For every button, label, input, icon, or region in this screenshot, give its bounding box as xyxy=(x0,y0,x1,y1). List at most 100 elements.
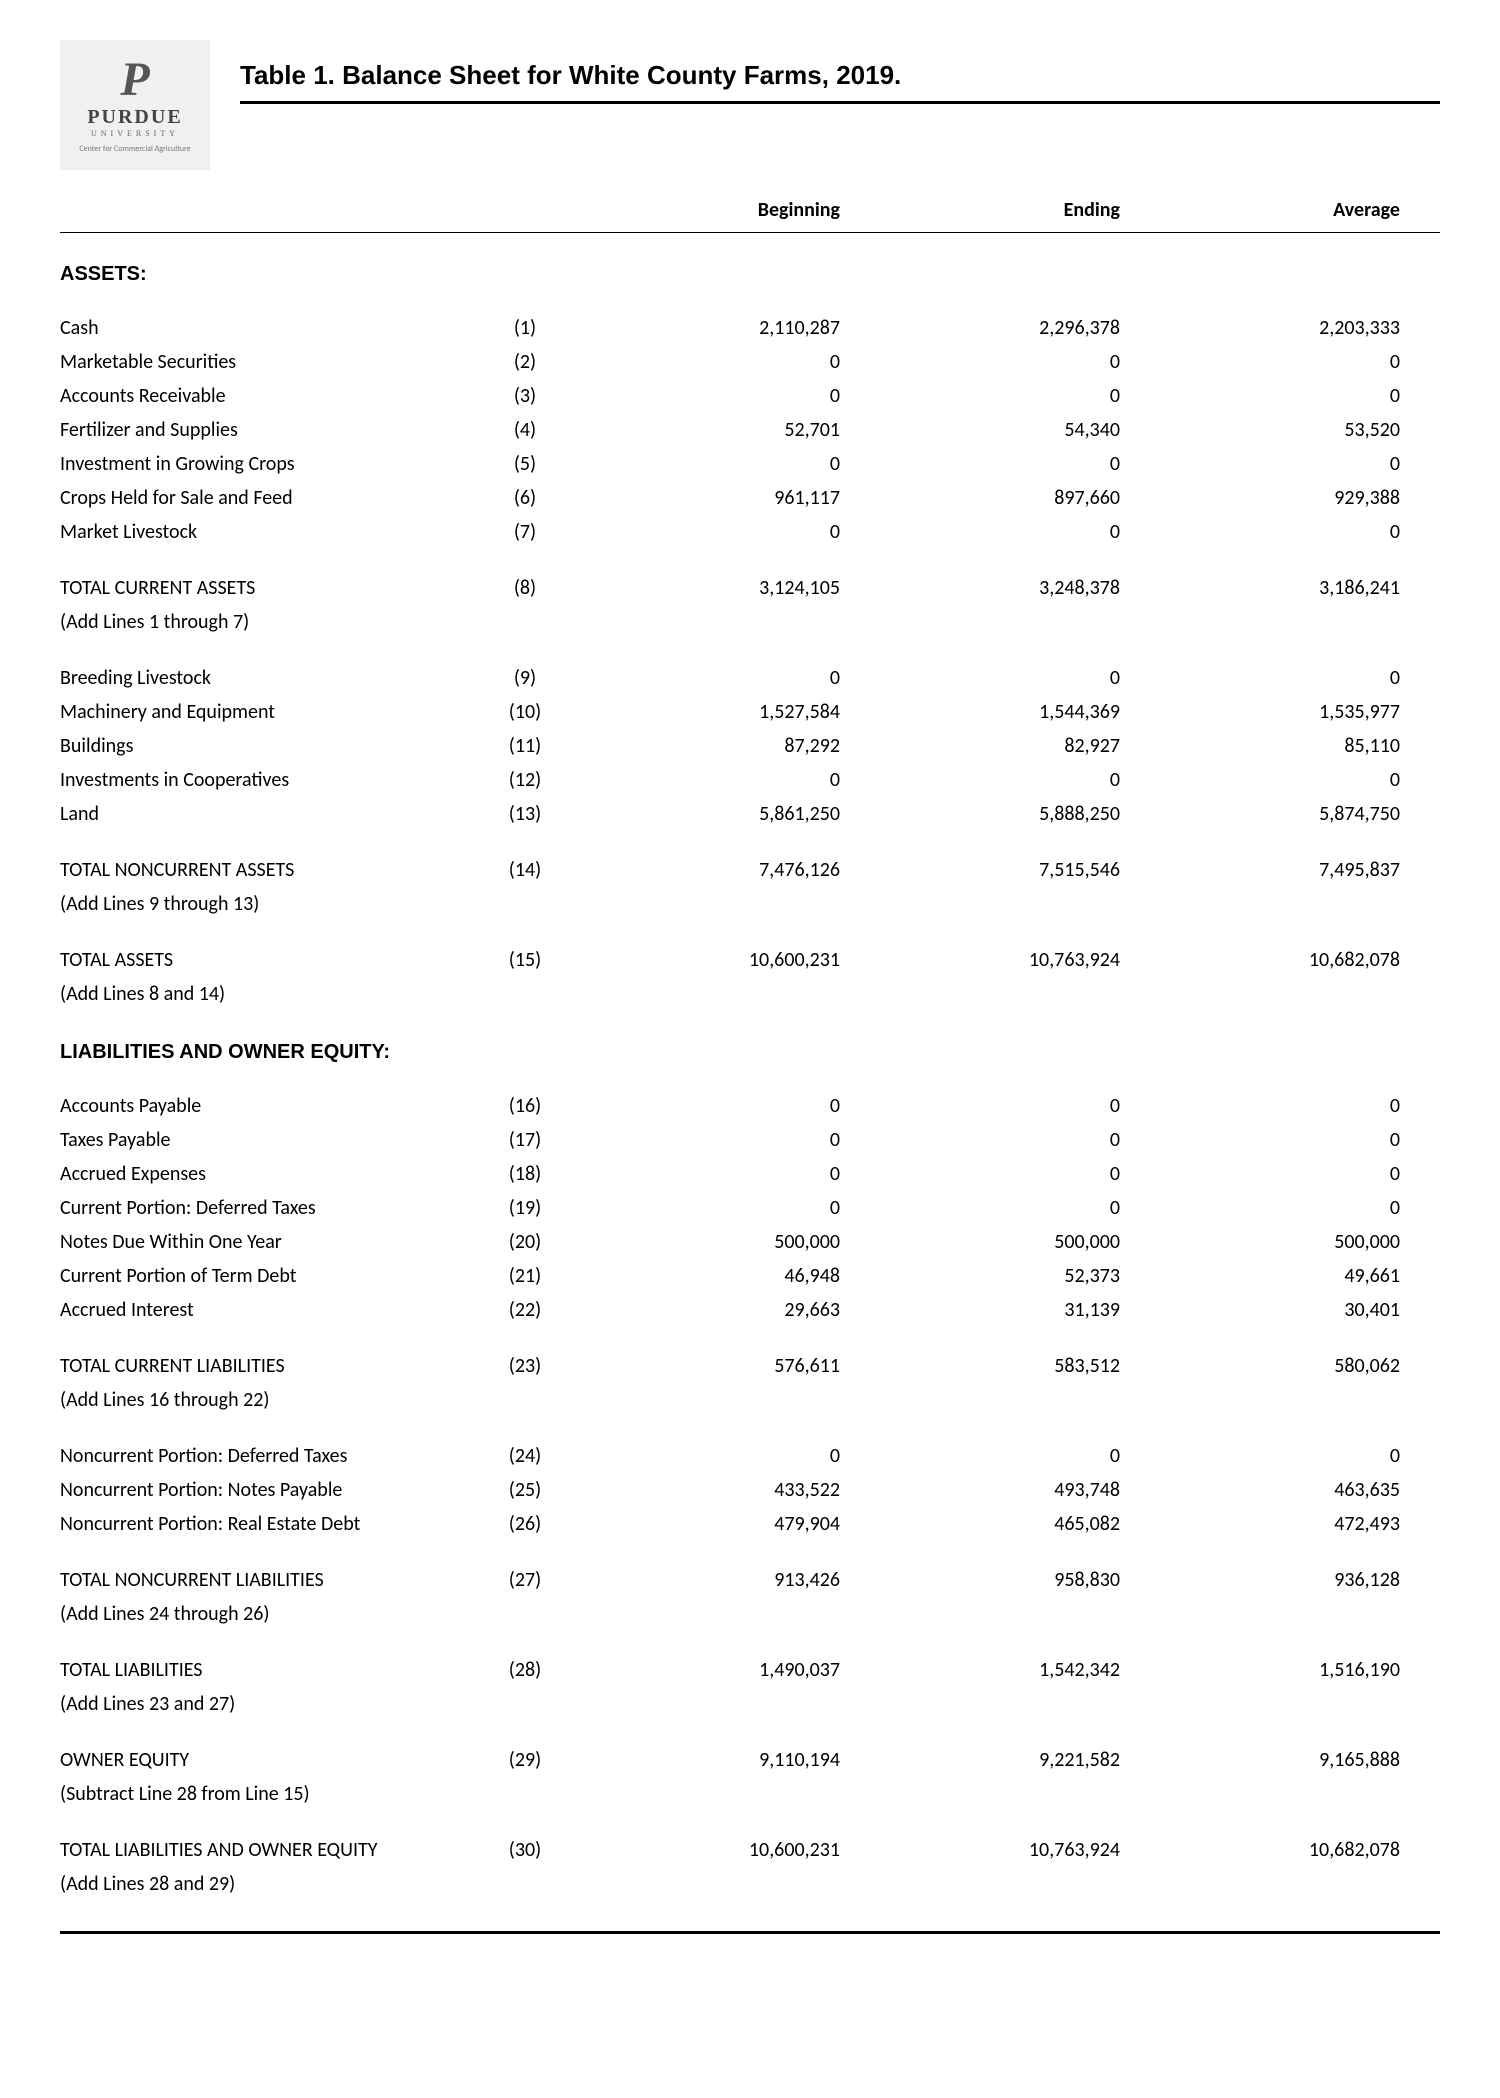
cell-label: Noncurrent Portion: Deferred Taxes xyxy=(60,1439,480,1473)
cell-beginning: 961,117 xyxy=(570,481,850,515)
cell-label: TOTAL LIABILITIES xyxy=(60,1653,480,1687)
cell-num: (16) xyxy=(480,1089,570,1123)
cell-num: (30) xyxy=(480,1833,570,1867)
cell-average: 10,682,078 xyxy=(1130,943,1410,977)
cell-ending: 493,748 xyxy=(850,1473,1130,1507)
cell-ending: 54,340 xyxy=(850,413,1130,447)
header-average: Average xyxy=(1130,198,1410,222)
row-accrued-expenses: Accrued Expenses(18)000 xyxy=(60,1157,1440,1191)
cell-average: 3,186,241 xyxy=(1130,571,1410,605)
cell-num: (17) xyxy=(480,1123,570,1157)
cell-num: (4) xyxy=(480,413,570,447)
cell-ending: 0 xyxy=(850,345,1130,379)
row-total-noncurrent-assets-note: (Add Lines 9 through 13) xyxy=(60,887,1440,921)
row-total-current-assets-note: (Add Lines 1 through 7) xyxy=(60,605,1440,639)
row-breeding-livestock: Breeding Livestock(9)000 xyxy=(60,661,1440,695)
row-total-noncurrent-liabilities-note: (Add Lines 24 through 26) xyxy=(60,1597,1440,1631)
cell-beginning: 913,426 xyxy=(570,1563,850,1597)
cell-ending: 82,927 xyxy=(850,729,1130,763)
row-total-current-assets: TOTAL CURRENT ASSETS(8)3,124,1053,248,37… xyxy=(60,571,1440,605)
row-buildings: Buildings(11)87,29282,92785,110 xyxy=(60,729,1440,763)
cell-num: (10) xyxy=(480,695,570,729)
cell-ending: 7,515,546 xyxy=(850,853,1130,887)
row-current-term-debt: Current Portion of Term Debt(21)46,94852… xyxy=(60,1259,1440,1293)
cell-num: (7) xyxy=(480,515,570,549)
cell-num: (11) xyxy=(480,729,570,763)
row-investments-cooperatives: Investments in Cooperatives(12)000 xyxy=(60,763,1440,797)
cell-num: (26) xyxy=(480,1507,570,1541)
cell-average: 1,535,977 xyxy=(1130,695,1410,729)
cell-num: (15) xyxy=(480,943,570,977)
header-blank xyxy=(60,198,480,222)
cell-beginning: 87,292 xyxy=(570,729,850,763)
cell-num: (3) xyxy=(480,379,570,413)
cell-num: (24) xyxy=(480,1439,570,1473)
cell-num: (18) xyxy=(480,1157,570,1191)
logo-university: UNIVERSITY xyxy=(91,129,179,138)
cell-average: 929,388 xyxy=(1130,481,1410,515)
cell-ending: 31,139 xyxy=(850,1293,1130,1327)
logo-name: PURDUE xyxy=(87,106,182,129)
cell-num: (13) xyxy=(480,797,570,831)
cell-ending: 2,296,378 xyxy=(850,311,1130,345)
cell-label: Breeding Livestock xyxy=(60,661,480,695)
cell-label: Market Livestock xyxy=(60,515,480,549)
row-total-assets: TOTAL ASSETS(15)10,600,23110,763,92410,6… xyxy=(60,943,1440,977)
cell-beginning: 0 xyxy=(570,763,850,797)
cell-average: 0 xyxy=(1130,661,1410,695)
cell-ending: 0 xyxy=(850,661,1130,695)
cell-average: 0 xyxy=(1130,1191,1410,1225)
cell-label: Accrued Interest xyxy=(60,1293,480,1327)
row-total-noncurrent-assets: TOTAL NONCURRENT ASSETS(14)7,476,1267,51… xyxy=(60,853,1440,887)
cell-ending: 0 xyxy=(850,1089,1130,1123)
cell-beginning: 9,110,194 xyxy=(570,1743,850,1777)
cell-label: Noncurrent Portion: Real Estate Debt xyxy=(60,1507,480,1541)
cell-label: Machinery and Equipment xyxy=(60,695,480,729)
cell-num: (14) xyxy=(480,853,570,887)
cell-label: OWNER EQUITY xyxy=(60,1743,480,1777)
cell-beginning: 500,000 xyxy=(570,1225,850,1259)
row-current-deferred-taxes: Current Portion: Deferred Taxes(19)000 xyxy=(60,1191,1440,1225)
cell-average: 463,635 xyxy=(1130,1473,1410,1507)
row-noncurrent-notes-payable: Noncurrent Portion: Notes Payable(25)433… xyxy=(60,1473,1440,1507)
column-headers: Beginning Ending Average xyxy=(60,180,1440,233)
logo-center: Center for Commercial Agriculture xyxy=(79,144,190,154)
cell-average: 85,110 xyxy=(1130,729,1410,763)
cell-num: (1) xyxy=(480,311,570,345)
cell-ending: 0 xyxy=(850,1191,1130,1225)
cell-num: (19) xyxy=(480,1191,570,1225)
cell-ending: 0 xyxy=(850,1123,1130,1157)
row-owner-equity-note: (Subtract Line 28 from Line 15) xyxy=(60,1777,1440,1811)
cell-label: TOTAL CURRENT ASSETS xyxy=(60,571,480,605)
cell-label: TOTAL CURRENT LIABILITIES xyxy=(60,1349,480,1383)
cell-beginning: 5,861,250 xyxy=(570,797,850,831)
cell-ending: 500,000 xyxy=(850,1225,1130,1259)
bottom-rule xyxy=(60,1931,1440,1934)
header-ending: Ending xyxy=(850,198,1130,222)
cell-beginning: 29,663 xyxy=(570,1293,850,1327)
cell-ending: 0 xyxy=(850,515,1130,549)
cell-average: 9,165,888 xyxy=(1130,1743,1410,1777)
cell-num: (27) xyxy=(480,1563,570,1597)
row-notes-due-one-year: Notes Due Within One Year(20)500,000500,… xyxy=(60,1225,1440,1259)
cell-ending: 9,221,582 xyxy=(850,1743,1130,1777)
cell-ending: 583,512 xyxy=(850,1349,1130,1383)
cell-average: 1,516,190 xyxy=(1130,1653,1410,1687)
cell-average: 30,401 xyxy=(1130,1293,1410,1327)
cell-average: 53,520 xyxy=(1130,413,1410,447)
cell-beginning: 0 xyxy=(570,661,850,695)
cell-beginning: 0 xyxy=(570,515,850,549)
cell-num: (6) xyxy=(480,481,570,515)
cell-label: Noncurrent Portion: Notes Payable xyxy=(60,1473,480,1507)
cell-label: Investment in Growing Crops xyxy=(60,447,480,481)
row-machinery-equipment: Machinery and Equipment(10)1,527,5841,54… xyxy=(60,695,1440,729)
cell-beginning: 7,476,126 xyxy=(570,853,850,887)
cell-average: 0 xyxy=(1130,1439,1410,1473)
cell-average: 0 xyxy=(1130,763,1410,797)
row-cash: Cash(1)2,110,2872,296,3782,203,333 xyxy=(60,311,1440,345)
cell-average: 0 xyxy=(1130,1157,1410,1191)
cell-average: 472,493 xyxy=(1130,1507,1410,1541)
cell-num: (12) xyxy=(480,763,570,797)
cell-label: TOTAL NONCURRENT ASSETS xyxy=(60,853,480,887)
cell-beginning: 479,904 xyxy=(570,1507,850,1541)
